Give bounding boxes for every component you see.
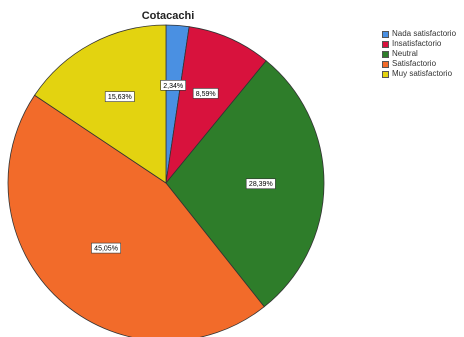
slice-label: 2,34% bbox=[160, 80, 186, 91]
slice-label-text: 15,63% bbox=[108, 94, 132, 101]
legend-label: Neutral bbox=[392, 49, 418, 58]
slice-label-text: 2,34% bbox=[163, 83, 183, 90]
pie-slice bbox=[7, 94, 265, 337]
legend-label: Nada satisfactorio bbox=[392, 29, 457, 38]
slice-label: 15,63% bbox=[104, 91, 135, 102]
slice-label: 28,39% bbox=[245, 178, 276, 190]
slice-label: 8,59% bbox=[192, 88, 219, 99]
pie-slice bbox=[165, 26, 267, 185]
slice-label-box bbox=[91, 242, 121, 254]
legend-swatch bbox=[382, 50, 389, 58]
slice-label-text: 45,05% bbox=[94, 246, 118, 253]
legend-swatch bbox=[382, 70, 389, 78]
slice-label-box bbox=[245, 178, 276, 190]
legend-swatch bbox=[382, 60, 389, 68]
pie-slice bbox=[34, 24, 167, 184]
pie-chart: 2,34% 8,59% 28,39% 45,05% 15,63% bbox=[7, 24, 325, 337]
legend-item: Insatisfactorio bbox=[382, 39, 456, 49]
legend-item: Nada satisfactorio bbox=[382, 29, 456, 39]
slice-label-box bbox=[192, 88, 219, 99]
legend: Nada satisfactorio Insatisfactorio Neutr… bbox=[382, 29, 456, 79]
slice-label: 45,05% bbox=[91, 242, 121, 254]
legend-swatch bbox=[382, 30, 389, 38]
legend-item: Neutral bbox=[382, 49, 456, 59]
chart-title: Cotacachi bbox=[141, 10, 195, 22]
legend-item: Muy satisfactorio bbox=[382, 69, 456, 79]
legend-label: Satisfactorio bbox=[392, 59, 437, 68]
legend-item: Satisfactorio bbox=[382, 59, 456, 69]
pie-slice bbox=[165, 60, 325, 308]
legend-label: Muy satisfactorio bbox=[392, 69, 453, 78]
legend-label: Insatisfactorio bbox=[392, 39, 442, 48]
slice-label-box bbox=[160, 80, 186, 91]
slice-label-text: 28,39% bbox=[249, 181, 273, 188]
slice-label-text: 8,59% bbox=[196, 91, 216, 98]
slice-label-box bbox=[104, 91, 135, 102]
legend-swatch bbox=[382, 40, 389, 48]
